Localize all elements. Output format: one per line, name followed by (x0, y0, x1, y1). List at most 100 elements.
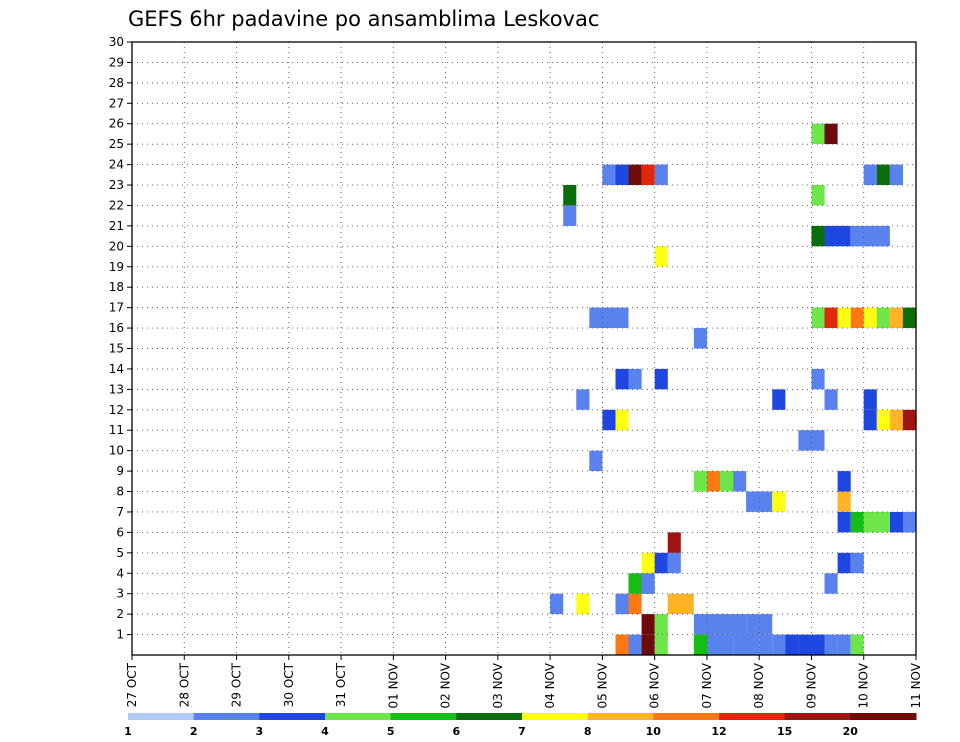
y-tick-label: 3 (116, 587, 124, 601)
y-tick-label: 9 (116, 464, 124, 478)
precip-cell (863, 512, 890, 533)
precip-cell (837, 471, 851, 492)
precip-cell (654, 634, 668, 655)
colorbar-swatch (587, 713, 654, 720)
precip-cell (759, 634, 773, 655)
y-tick-label: 10 (109, 444, 124, 458)
y-tick-label: 27 (109, 96, 124, 110)
x-tick-label: 10 NOV (857, 662, 871, 708)
precip-cell (850, 634, 864, 655)
y-tick-label: 11 (109, 423, 124, 437)
precip-cell (589, 307, 629, 328)
precip-cell (837, 512, 851, 533)
y-tick-label: 15 (109, 342, 124, 356)
colorbar-tick-label: 3 (255, 725, 263, 738)
precip-cell (850, 307, 864, 328)
precip-cell (889, 164, 903, 185)
y-tick-label: 1 (116, 628, 124, 642)
precip-cell (693, 328, 707, 349)
precip-cell (837, 552, 851, 574)
y-tick-label: 2 (116, 607, 124, 621)
precip-cell (902, 409, 916, 431)
x-tick-label: 30 OCT (282, 662, 296, 707)
y-tick-label: 13 (109, 382, 124, 396)
precip-cell (654, 246, 668, 267)
y-tick-label: 4 (116, 566, 124, 580)
y-axis: 1234567891011121314151617181920212223242… (109, 35, 132, 642)
precip-cell (837, 307, 851, 328)
precip-cell (693, 614, 720, 635)
x-tick-label: 02 NOV (439, 662, 453, 708)
colorbar-tick-label: 15 (777, 725, 792, 738)
precip-cell (733, 634, 760, 655)
y-tick-label: 30 (109, 35, 124, 49)
precip-cell (733, 471, 747, 492)
y-tick-label: 7 (116, 505, 124, 519)
precip-cell (706, 634, 733, 655)
precip-cell (772, 634, 786, 655)
colorbar: 1 2 3 4 5 6 7 8 10 12 15 20 (124, 713, 917, 738)
x-tick-label: 03 NOV (491, 662, 505, 708)
precip-cell (628, 164, 642, 185)
precip-cell (824, 307, 838, 328)
precip-cell (550, 593, 564, 615)
colorbar-tick-label: 2 (190, 725, 198, 738)
colorbar-tick-label: 12 (711, 725, 726, 738)
precip-cell (654, 368, 668, 390)
precip-cell (772, 389, 786, 410)
colorbar-swatch (719, 713, 786, 720)
precip-cell (563, 185, 577, 206)
colorbar-swatch (850, 713, 917, 720)
precip-cell (667, 552, 681, 574)
precip-cell (798, 634, 825, 655)
precip-cell (628, 634, 642, 655)
y-tick-label: 21 (109, 219, 124, 233)
colorbar-swatch (784, 713, 851, 720)
y-tick-label: 25 (109, 137, 124, 151)
precip-cell (576, 389, 590, 410)
precip-cell (641, 164, 655, 185)
precip-cell (824, 634, 838, 655)
precip-cell (785, 634, 799, 655)
colorbar-tick-label: 10 (646, 725, 662, 738)
colorbar-tick-label: 7 (518, 725, 526, 738)
precip-cell (602, 409, 616, 431)
x-tick-label: 31 OCT (334, 662, 348, 707)
precip-cell (628, 593, 642, 615)
precip-cell (772, 491, 786, 512)
precip-cell (654, 164, 668, 185)
colorbar-swatch (259, 713, 326, 720)
precip-cell (615, 164, 629, 185)
x-tick-label: 09 NOV (804, 662, 818, 708)
colorbar-swatch (456, 713, 523, 720)
precipitation-cells (550, 123, 916, 655)
x-tick-label: 05 NOV (595, 662, 609, 708)
colorbar-tick-label: 4 (321, 725, 329, 738)
colorbar-tick-label: 20 (843, 725, 859, 738)
precip-cell (889, 307, 903, 328)
precip-cell (863, 164, 877, 185)
precip-cell (654, 614, 668, 635)
precip-cell (654, 552, 668, 574)
y-tick-label: 6 (116, 525, 124, 539)
precip-cell (706, 471, 720, 492)
precip-cell (811, 307, 825, 328)
precip-cell (824, 123, 838, 145)
precip-cell (811, 225, 825, 247)
precip-cell (615, 368, 629, 390)
precip-cell (889, 409, 903, 431)
precip-cell (837, 491, 851, 512)
precip-cell (576, 593, 590, 615)
precip-cell (798, 430, 825, 451)
precip-cell (902, 307, 916, 328)
x-tick-label: 01 NOV (386, 662, 400, 708)
x-tick-label: 11 NOV (909, 662, 923, 708)
precip-cell (876, 409, 890, 431)
x-tick-label: 04 NOV (543, 662, 557, 708)
precip-cell (824, 225, 851, 247)
precip-cell (850, 552, 864, 574)
x-tick-label: 28 OCT (177, 662, 191, 707)
precip-cell (863, 409, 877, 431)
y-tick-label: 22 (109, 198, 124, 212)
precip-cell (850, 225, 890, 247)
